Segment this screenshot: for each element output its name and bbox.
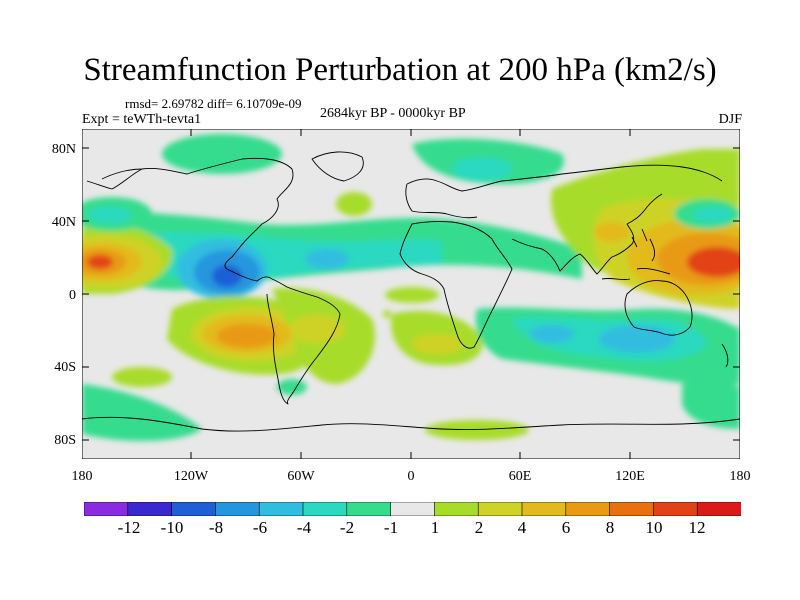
lon-label-0: 0 xyxy=(407,469,415,484)
season-label: DJF xyxy=(718,112,742,127)
colorbar-label: -10 xyxy=(160,518,184,537)
colorbar-swatch xyxy=(521,502,567,516)
atlantic-low xyxy=(305,249,349,269)
axis-ticks xyxy=(82,129,740,459)
indonesia-coast xyxy=(601,268,671,281)
coastlines xyxy=(82,151,740,432)
eurasia-north-coast xyxy=(406,164,723,192)
west-pacific-high-core xyxy=(687,247,740,277)
south-pacific-positive xyxy=(112,367,172,387)
east-asia-coast xyxy=(626,193,663,225)
north-pacific-low-core xyxy=(88,207,132,223)
colorbar-label: 4 xyxy=(517,518,527,537)
colorbar-label: 1 xyxy=(430,518,440,537)
colorbar-swatch xyxy=(653,502,699,516)
europe-coast xyxy=(405,183,478,219)
colorbar-swatch xyxy=(390,502,436,516)
colorbar-swatch xyxy=(434,502,479,516)
new-zealand-coast xyxy=(721,343,729,368)
arctic-canada-low xyxy=(162,134,282,174)
lon-label-60w: 60W xyxy=(287,469,315,484)
north-atlantic-positive xyxy=(336,192,372,216)
colorbar-swatch xyxy=(565,502,611,516)
colorbar-label: -1 xyxy=(383,518,399,537)
south-asia-coast xyxy=(511,223,635,275)
australia-coast xyxy=(624,280,693,336)
lon-label-180e: 180 xyxy=(729,469,751,484)
colorbar-swatch xyxy=(477,502,523,516)
colorbar-label: -4 xyxy=(296,518,312,537)
colorbar-label: 2 xyxy=(474,518,484,537)
lon-label-120w: 120W xyxy=(173,469,209,484)
contour-fill xyxy=(82,134,740,441)
west-africa-positive xyxy=(385,287,439,303)
colorbar-swatch xyxy=(609,502,655,516)
antarctica-coast xyxy=(82,416,740,432)
map-panel xyxy=(82,129,740,459)
central-pacific-high-core xyxy=(87,255,113,269)
alaska-coast xyxy=(86,168,143,190)
colorbar-swatch xyxy=(84,502,129,516)
greenland-coast xyxy=(311,151,364,182)
southern-ocean-positive xyxy=(425,420,529,440)
colorbar-label: 10 xyxy=(645,518,663,537)
colorbar xyxy=(84,502,741,516)
lon-label-180w: 180 xyxy=(71,469,93,484)
small-positive xyxy=(383,310,391,318)
lat-label-80n: 80N xyxy=(51,142,76,157)
lat-label-80s: 80S xyxy=(54,433,76,448)
colorbar-swatch xyxy=(171,502,217,516)
plot-title: Streamfunction Perturbation at 200 hPa (… xyxy=(83,52,717,88)
africa-coast xyxy=(399,221,513,349)
australia-low xyxy=(599,325,675,353)
period-label: 2684kyr BP - 0000kyr BP xyxy=(320,106,466,121)
lon-label-120e: 120E xyxy=(615,469,645,484)
stats-label: rmsd= 2.69782 diff= 6.10709e-09 xyxy=(125,96,302,111)
colorbar-label: 8 xyxy=(605,518,615,537)
europe-arctic-low-core xyxy=(452,157,512,181)
lon-label-60e: 60E xyxy=(508,469,532,484)
colorbar-swatch xyxy=(127,502,173,516)
china-high xyxy=(594,222,630,242)
colorbar-label: -12 xyxy=(117,518,141,537)
colorbar-label: 6 xyxy=(561,518,571,537)
south-america-coast xyxy=(266,278,341,405)
east-pacific-low-core xyxy=(212,265,242,287)
lat-label-40n: 40N xyxy=(51,215,76,230)
colorbar-label: -6 xyxy=(252,518,268,537)
drake-passage-negative xyxy=(277,379,307,395)
colorbar-swatch xyxy=(258,502,304,516)
colorbar-swatch xyxy=(696,502,741,516)
south-atlantic-positive-core xyxy=(412,334,462,354)
colorbar-label: -2 xyxy=(339,518,355,537)
colorbar-swatch xyxy=(215,502,260,516)
lat-label-40s: 40S xyxy=(54,360,76,375)
indian-ocean-low xyxy=(530,325,574,343)
southern-ocean-west-negative xyxy=(82,384,202,441)
south-pacific-high-core xyxy=(217,324,277,348)
experiment-label: Expt = teWTh-tevta1 xyxy=(82,112,202,127)
japan-philippines xyxy=(631,228,656,262)
lat-label-0: 0 xyxy=(69,288,76,303)
northeast-pacific-low-core xyxy=(692,207,732,223)
colorbar-label: 12 xyxy=(688,518,706,537)
southern-ocean-east-negative xyxy=(682,382,740,429)
north-america-coast xyxy=(101,157,294,282)
colorbar-swatch xyxy=(302,502,348,516)
colorbar-swatch xyxy=(346,502,392,516)
colorbar-label: -8 xyxy=(208,518,224,537)
south-america-positive-core xyxy=(289,315,345,343)
